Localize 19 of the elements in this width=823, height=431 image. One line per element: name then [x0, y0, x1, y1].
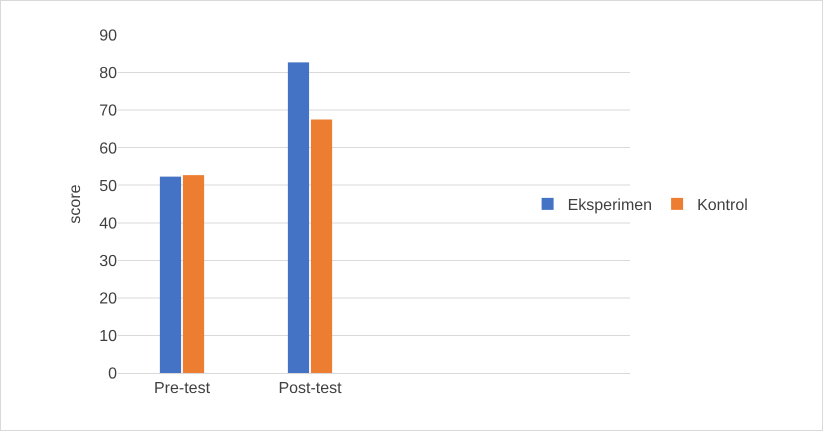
bar: [310, 120, 332, 373]
bar: [160, 176, 182, 373]
legend-label: Kontrol: [697, 197, 748, 214]
y-tick-label: 60: [99, 140, 118, 158]
y-tick-label: 0: [108, 366, 118, 383]
y-tick-label: 10: [99, 328, 118, 346]
y-tick-label: 50: [99, 178, 118, 195]
x-tick-label: Post-test: [278, 380, 342, 398]
y-tick-label: 80: [99, 65, 118, 82]
y-tick-label: 30: [99, 252, 118, 270]
bar: [182, 175, 204, 373]
legend-label: Eksperimen: [568, 197, 652, 214]
y-tick-label: 20: [99, 290, 118, 308]
y-tick-label: 40: [99, 215, 118, 232]
y-axis-title: score: [67, 184, 84, 224]
x-tick-label: Pre-test: [154, 380, 211, 398]
y-tick-label: 90: [99, 28, 118, 45]
bar: [288, 62, 310, 373]
y-tick-label: 70: [99, 102, 118, 120]
